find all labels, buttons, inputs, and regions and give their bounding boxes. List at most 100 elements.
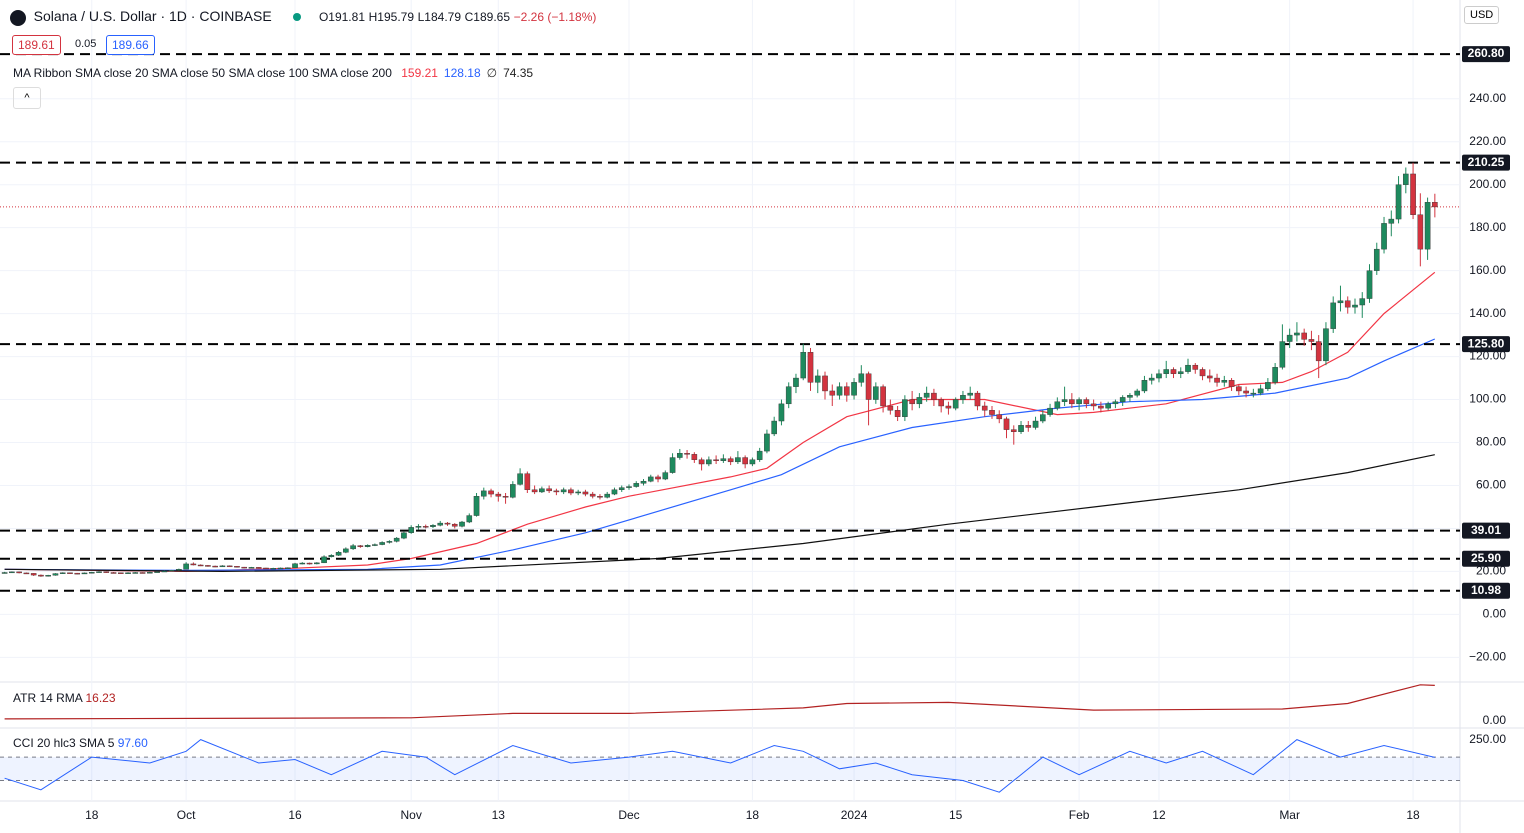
- atr-value: 16.23: [85, 691, 116, 705]
- legend-value: 159.21: [401, 66, 438, 80]
- x-tick-label: Mar: [1279, 808, 1300, 822]
- candle-body: [1308, 339, 1315, 342]
- candle-body: [88, 572, 95, 574]
- candle-body: [778, 403, 785, 422]
- candle-body: [974, 392, 981, 407]
- symbol[interactable]: Solana / U.S. Dollar · 1D · COINBASE: [33, 8, 272, 24]
- x-tick-label: 2024: [841, 808, 868, 822]
- candle-body: [546, 488, 552, 492]
- candle-body: [1424, 202, 1431, 250]
- candle-body: [1373, 248, 1380, 271]
- ask[interactable]: 189.66: [106, 35, 155, 55]
- candle-body: [488, 490, 494, 495]
- candle-body: [858, 373, 865, 383]
- candle-body: [1032, 420, 1039, 428]
- candle-body: [1359, 298, 1366, 306]
- candle-body: [655, 476, 661, 480]
- level-tag: [1462, 550, 1510, 567]
- candle-body: [1272, 367, 1278, 383]
- x-tick-label: Nov: [401, 808, 422, 822]
- x-tick-label: 18: [746, 808, 760, 822]
- candle-body: [604, 493, 611, 498]
- candle-body: [9, 571, 15, 574]
- candle-body: [1432, 202, 1438, 208]
- candle-body: [1381, 223, 1387, 250]
- candle-body: [255, 567, 262, 569]
- candle-body: [749, 459, 756, 465]
- candle-body: [1076, 399, 1082, 405]
- candle-body: [132, 572, 139, 574]
- candle-body: [1301, 332, 1307, 340]
- candle-body: [771, 420, 777, 435]
- candle-body: [836, 386, 843, 396]
- price-axis: [1460, 0, 1524, 833]
- candle-body: [589, 493, 596, 497]
- y-tick-label: 220.00: [1469, 134, 1506, 148]
- candle-body: [880, 386, 886, 407]
- candle-body: [960, 395, 966, 400]
- candle-body: [742, 457, 748, 465]
- symbol-row: Solana / U.S. Dollar · 1D · COINBASE O19…: [10, 8, 596, 26]
- candle-body: [1105, 403, 1111, 409]
- candle-body: [401, 532, 407, 539]
- candle-body: [139, 572, 146, 574]
- candle-body: [1366, 270, 1373, 299]
- candle-body: [1177, 371, 1184, 374]
- candle-body: [372, 544, 378, 546]
- candle-body: [1352, 304, 1358, 308]
- candle-body: [677, 453, 683, 458]
- candle-body: [568, 489, 574, 494]
- candle-body: [1119, 397, 1126, 402]
- candle-body: [894, 410, 901, 417]
- candle-body: [1141, 380, 1148, 392]
- candle-body: [67, 572, 73, 574]
- candle-body: [408, 527, 414, 533]
- candle-body: [248, 567, 255, 569]
- candle-body: [814, 375, 821, 383]
- candle-body: [422, 526, 429, 528]
- y-tick-label: 0.00: [1483, 713, 1507, 727]
- bid[interactable]: 189.61: [12, 35, 61, 55]
- candle-body: [1286, 334, 1293, 342]
- candle-body: [1083, 399, 1090, 405]
- candle-body: [1025, 425, 1032, 428]
- candle-body: [110, 572, 117, 574]
- candle-body: [1018, 425, 1024, 432]
- candle-body: [161, 570, 168, 573]
- candle-body: [1156, 373, 1162, 379]
- candle-body: [263, 567, 269, 570]
- candle-body: [931, 392, 937, 400]
- candle-body: [1228, 380, 1235, 387]
- candle-body: [923, 392, 930, 398]
- candle-body: [539, 488, 545, 493]
- currency[interactable]: USD: [1464, 6, 1500, 24]
- x-tick-label: Dec: [618, 808, 639, 822]
- y-tick-label: 240.00: [1469, 91, 1506, 105]
- candle-body: [205, 565, 211, 567]
- candle-body: [306, 562, 313, 565]
- candle-body: [640, 480, 647, 484]
- level-tag: [1462, 154, 1510, 171]
- ohlc-open: O191.81: [318, 10, 365, 24]
- candle-body: [1170, 369, 1177, 374]
- candle-body: [1257, 388, 1264, 394]
- y-tick-label: 140.00: [1469, 306, 1506, 320]
- candle-body: [1410, 173, 1416, 215]
- candle-body: [147, 572, 153, 574]
- candle-body: [74, 572, 81, 575]
- candle-body: [1003, 418, 1010, 430]
- candle-body: [1, 572, 8, 574]
- candle-body: [1250, 392, 1257, 395]
- candle-body: [1185, 364, 1191, 372]
- collapse-button[interactable]: ^: [13, 87, 41, 109]
- candle-body: [1061, 399, 1068, 402]
- ohlc-close: C189.65: [464, 10, 511, 24]
- candle-body: [466, 515, 473, 523]
- cci-legend: CCI 20 hlc3 SMA 5 97.60: [13, 736, 148, 750]
- candle-body: [343, 548, 349, 553]
- candle-body: [1294, 332, 1300, 336]
- candle-body: [909, 399, 915, 405]
- candle-body: [582, 491, 589, 495]
- candle-body: [59, 572, 66, 574]
- candle-body: [495, 493, 502, 497]
